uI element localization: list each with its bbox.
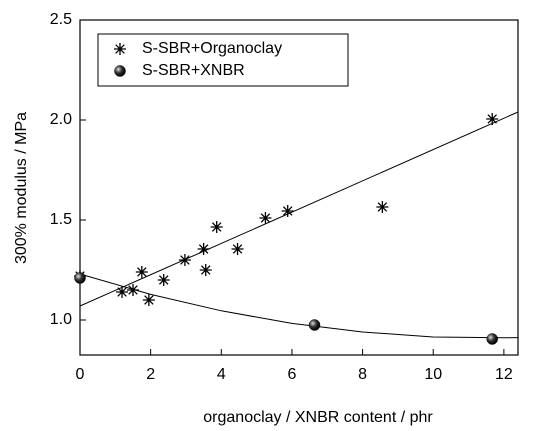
- fit-line: [79, 273, 519, 339]
- x-axis-title: organoclay / XNBR content / phr: [203, 409, 433, 426]
- y-axis-title: 300% modulus / MPa: [13, 112, 30, 264]
- asterisk-point: [126, 284, 139, 296]
- fit-line: [79, 111, 519, 307]
- asterisk-point: [142, 294, 155, 306]
- ball-point: [74, 272, 86, 284]
- y-tick-label: 2.5: [50, 11, 72, 28]
- asterisk-point: [210, 221, 223, 233]
- x-tick-label: 0: [76, 366, 85, 383]
- asterisk-point: [157, 274, 170, 286]
- asterisk-point: [178, 254, 191, 266]
- legend-marker: [114, 43, 126, 55]
- asterisk-point: [197, 243, 210, 255]
- asterisk-point: [486, 113, 499, 125]
- y-tick-label: 2.0: [50, 111, 72, 128]
- x-tick-label: 8: [358, 366, 367, 383]
- asterisk-point: [376, 201, 389, 213]
- legend: S-SBR+Organoclay S-SBR+XNBR: [97, 33, 349, 87]
- asterisk-point: [116, 286, 129, 298]
- legend-box: [97, 33, 349, 87]
- x-tick-label: 12: [495, 366, 513, 383]
- y-tick-label: 1.0: [50, 311, 72, 328]
- x-tick-label: 10: [424, 366, 442, 383]
- asterisk-point: [135, 266, 148, 278]
- x-tick-label: 4: [217, 366, 226, 383]
- asterisk-point: [259, 212, 272, 224]
- x-tick-label: 6: [287, 366, 296, 383]
- ball-point: [486, 333, 498, 345]
- asterisk-point: [199, 264, 212, 276]
- ball-point: [308, 319, 321, 331]
- plot-frame: [79, 19, 519, 356]
- y-tick-label: 1.5: [50, 211, 72, 228]
- legend-marker: [114, 65, 126, 77]
- asterisk-point: [231, 243, 244, 255]
- asterisk-point: [281, 205, 294, 217]
- legend-label: S-SBR+Organoclay: [142, 40, 282, 57]
- legend-label: S-SBR+XNBR: [142, 62, 245, 79]
- x-tick-label: 2: [146, 366, 155, 383]
